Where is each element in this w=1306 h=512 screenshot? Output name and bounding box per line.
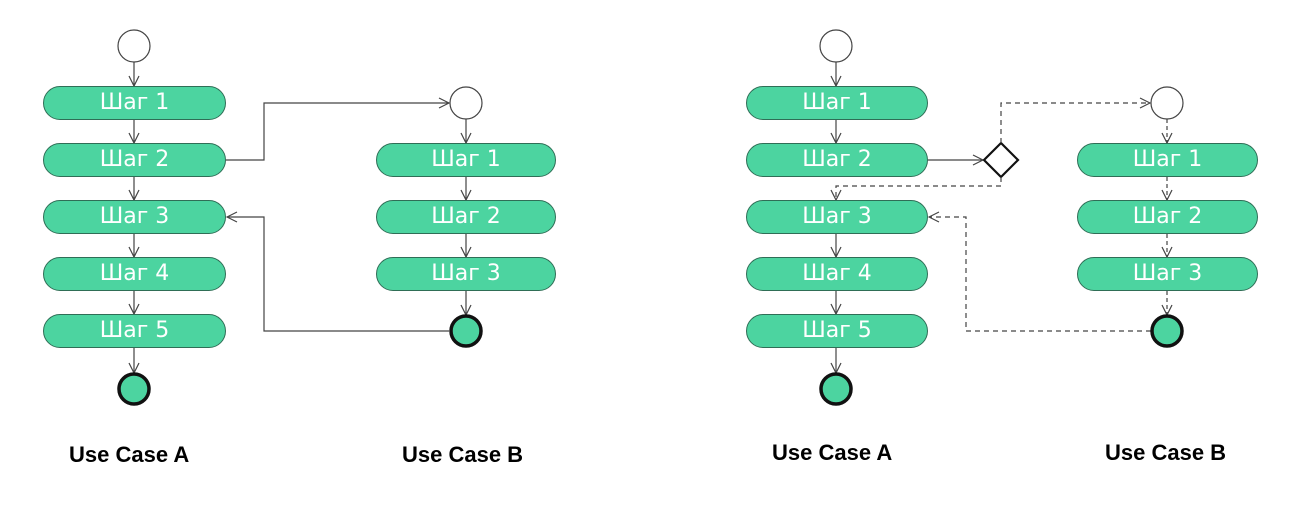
right-b-final-node bbox=[1150, 314, 1184, 348]
left-b-step-3: Шаг 3 bbox=[376, 257, 556, 291]
left-a-step-3: Шаг 3 bbox=[43, 200, 226, 234]
left-a-step-4: Шаг 4 bbox=[43, 257, 226, 291]
left-return-connector bbox=[227, 217, 449, 332]
left-a-step-5: Шаг 5 bbox=[43, 314, 226, 348]
left-a-final-node bbox=[117, 372, 151, 406]
right-a-step-2: Шаг 2 bbox=[746, 143, 928, 177]
decision-node bbox=[982, 141, 1020, 179]
left-a-step-2: Шаг 2 bbox=[43, 143, 226, 177]
right-a-initial-node bbox=[819, 29, 853, 63]
right-return-connector bbox=[929, 217, 1151, 332]
left-b-final-node bbox=[449, 314, 483, 348]
right-use-case-a-caption: Use Case A bbox=[772, 440, 893, 465]
right-skip-connector bbox=[836, 177, 1002, 200]
left-use-case-a-caption: Use Case A bbox=[69, 442, 190, 467]
right-a-step-3: Шаг 3 bbox=[746, 200, 928, 234]
left-b-step-2: Шаг 2 bbox=[376, 200, 556, 234]
right-use-case-b-caption: Use Case B bbox=[1105, 440, 1227, 465]
right-a-step-1: Шаг 1 bbox=[746, 86, 928, 120]
left-a-step-1: Шаг 1 bbox=[43, 86, 226, 120]
right-b-step-3: Шаг 3 bbox=[1077, 257, 1258, 291]
right-b-step-2: Шаг 2 bbox=[1077, 200, 1258, 234]
right-a-step-4: Шаг 4 bbox=[746, 257, 928, 291]
left-call-connector bbox=[226, 103, 449, 161]
right-b-step-1: Шаг 1 bbox=[1077, 143, 1258, 177]
right-a-step-5: Шаг 5 bbox=[746, 314, 928, 348]
right-a-final-node bbox=[819, 372, 853, 406]
left-use-case-b-caption: Use Case B bbox=[402, 442, 524, 467]
right-b-initial-node bbox=[1150, 86, 1184, 120]
left-a-initial-node bbox=[117, 29, 151, 63]
right-call-connector bbox=[1000, 103, 1150, 143]
left-b-step-1: Шаг 1 bbox=[376, 143, 556, 177]
left-b-initial-node bbox=[449, 86, 483, 120]
